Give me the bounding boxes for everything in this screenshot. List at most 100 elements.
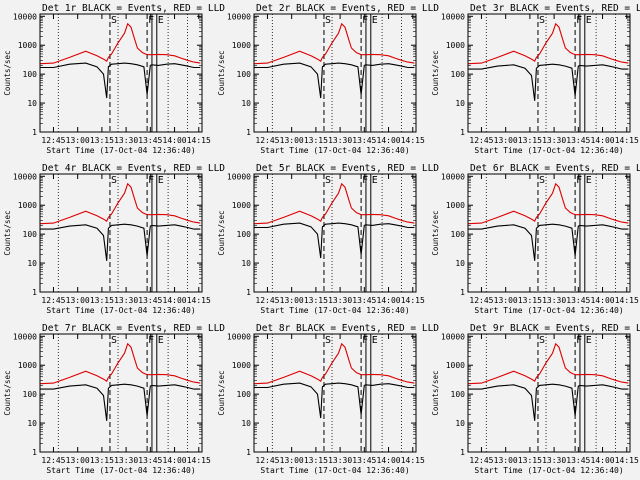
panel-title: Det 6r BLACK = Events, RED = LLD <box>470 163 640 174</box>
panel-title: Det 8r BLACK = Events, RED = LLD <box>256 323 439 334</box>
phase-marker-e: E <box>586 175 592 186</box>
x-axis-label: Start Time (17-Oct-04 12:36:40) <box>474 466 623 475</box>
plot-frame <box>467 333 631 453</box>
y-axis-label: Counts/sec <box>431 370 440 415</box>
x-tick-label: 13:00 <box>66 456 90 465</box>
phase-marker-e: E <box>158 335 164 346</box>
plot-frame <box>253 13 417 133</box>
x-tick-label: 13:00 <box>280 456 304 465</box>
plot-frame <box>253 173 417 293</box>
x-tick-label: 14:15 <box>187 136 211 145</box>
y-tick-label: 10 <box>241 99 251 108</box>
y-tick-label: 100 <box>451 70 466 79</box>
panel-title: Det 1r BLACK = Events, RED = LLD <box>42 3 225 14</box>
x-tick-label: 12:45 <box>469 136 493 145</box>
y-tick-label: 100 <box>23 70 38 79</box>
y-axis-label: Counts/sec <box>217 210 226 255</box>
x-tick-label: 13:15 <box>518 296 542 305</box>
plot-frame <box>39 173 203 293</box>
series-events-line <box>254 382 415 419</box>
x-tick-label: 13:15 <box>90 296 114 305</box>
series-events-line <box>468 223 629 261</box>
y-tick-label: 10000 <box>441 332 465 341</box>
x-tick-label: 13:30 <box>542 296 566 305</box>
series-lld-line <box>254 342 415 385</box>
x-tick-label: 13:30 <box>114 456 138 465</box>
phase-marker-s: S <box>325 175 331 186</box>
series-events-line <box>40 383 201 421</box>
x-tick-label: 13:00 <box>494 296 518 305</box>
y-tick-label: 1 <box>460 128 465 137</box>
phase-marker-f: F <box>362 15 368 26</box>
x-tick-label: 12:45 <box>469 296 493 305</box>
x-tick-label: 14:00 <box>163 456 187 465</box>
panel-title: Det 5r BLACK = Events, RED = LLD <box>256 163 439 174</box>
x-tick-label: 12:45 <box>255 136 279 145</box>
x-tick-label: 14:00 <box>591 136 615 145</box>
y-tick-label: 1 <box>246 288 251 297</box>
x-tick-label: 14:15 <box>615 296 639 305</box>
y-tick-label: 10 <box>455 99 465 108</box>
phase-marker-e: E <box>158 175 164 186</box>
x-tick-label: 13:30 <box>328 136 352 145</box>
x-tick-label: 13:45 <box>352 456 376 465</box>
x-tick-label: 12:45 <box>41 456 65 465</box>
phase-marker-s: S <box>539 335 545 346</box>
x-tick-label: 13:30 <box>328 296 352 305</box>
y-tick-label: 1000 <box>18 201 37 210</box>
plot-frame <box>467 13 631 133</box>
series-lld-line <box>468 22 629 65</box>
series-events-line <box>40 223 201 261</box>
x-tick-label: 13:45 <box>352 136 376 145</box>
y-tick-label: 10000 <box>13 332 37 341</box>
y-tick-label: 10 <box>27 259 37 268</box>
x-tick-label: 14:00 <box>377 136 401 145</box>
y-tick-label: 1 <box>246 448 251 457</box>
x-tick-label: 13:45 <box>566 296 590 305</box>
plot-frame <box>39 333 203 453</box>
y-tick-label: 1 <box>32 448 37 457</box>
phase-marker-e: E <box>158 15 164 26</box>
x-axis-label: Start Time (17-Oct-04 12:36:40) <box>474 146 623 155</box>
panel-title: Det 2r BLACK = Events, RED = LLD <box>256 3 439 14</box>
x-tick-label: 14:15 <box>187 296 211 305</box>
x-tick-label: 13:00 <box>66 296 90 305</box>
y-tick-label: 1000 <box>232 201 251 210</box>
series-lld-line <box>468 182 629 225</box>
y-tick-label: 100 <box>237 390 252 399</box>
x-tick-label: 14:15 <box>401 136 425 145</box>
x-tick-label: 13:00 <box>66 136 90 145</box>
x-tick-label: 12:45 <box>41 136 65 145</box>
series-lld-line <box>254 22 415 65</box>
y-tick-label: 1 <box>460 448 465 457</box>
x-tick-label: 14:00 <box>377 296 401 305</box>
y-tick-label: 1000 <box>18 41 37 50</box>
y-tick-label: 10000 <box>13 12 37 21</box>
series-events-line <box>254 222 415 259</box>
y-axis-label: Counts/sec <box>3 370 12 415</box>
y-tick-label: 1 <box>32 128 37 137</box>
panel-title: Det 9r BLACK = Events, RED = LLD <box>470 323 640 334</box>
y-tick-label: 10000 <box>227 172 251 181</box>
series-events-line <box>468 383 629 421</box>
x-tick-label: 14:00 <box>377 456 401 465</box>
plot-frame <box>253 333 417 453</box>
x-tick-label: 13:15 <box>304 136 328 145</box>
phase-marker-s: S <box>325 335 331 346</box>
x-tick-label: 13:45 <box>352 296 376 305</box>
plot-frame <box>467 173 631 293</box>
phase-marker-f: F <box>148 335 154 346</box>
y-tick-label: 1000 <box>232 41 251 50</box>
x-tick-label: 13:15 <box>90 456 114 465</box>
y-tick-label: 100 <box>23 390 38 399</box>
x-tick-label: 13:00 <box>280 136 304 145</box>
x-tick-label: 12:45 <box>469 456 493 465</box>
x-tick-label: 13:00 <box>280 296 304 305</box>
x-tick-label: 13:30 <box>114 136 138 145</box>
phase-marker-f: F <box>362 335 368 346</box>
